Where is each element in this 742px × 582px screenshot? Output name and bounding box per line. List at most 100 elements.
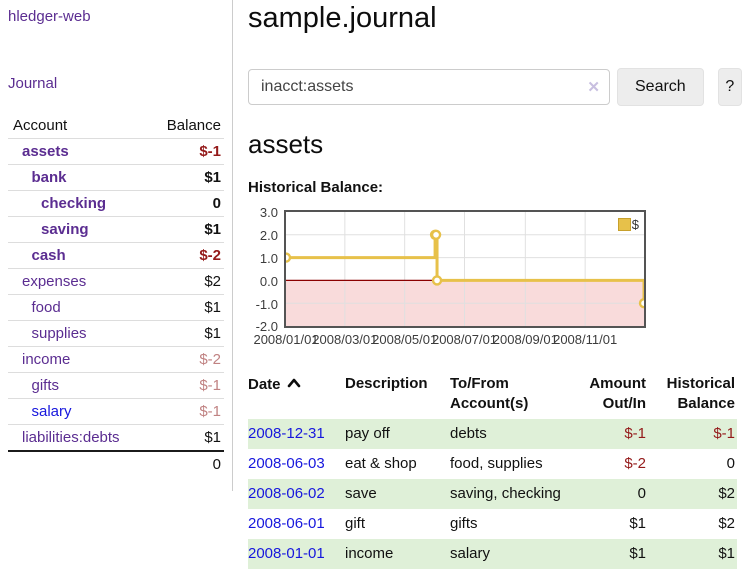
transaction-accounts: salary [450, 545, 491, 563]
y-tick-label: 0.0 [259, 273, 278, 289]
transaction-balance: 0 [726, 455, 735, 473]
account-balance: $1 [147, 216, 224, 243]
search-wrap: ✕ [248, 69, 610, 106]
register-tbody: 2008-12-31 pay off debts $-1 $-1 2008-06-03 ea… [248, 419, 737, 570]
account-link-food[interactable]: food [31, 299, 61, 316]
account-row: liabilities:debts $1 [8, 424, 224, 452]
x-tick-label: 2008/03/01 [312, 332, 378, 348]
chart-title: Historical Balance: [248, 179, 384, 197]
register-header-balance[interactable]: Historical Balance [666, 375, 735, 412]
account-balance: $-2 [147, 242, 224, 269]
register-header-amount[interactable]: Amount Out/In [589, 375, 646, 412]
account-link-checking[interactable]: checking [41, 195, 107, 212]
account-row: food $1 [8, 294, 224, 321]
transaction-accounts: saving, checking [450, 485, 561, 503]
chart-legend: $ [616, 216, 640, 234]
account-link-supplies[interactable]: supplies [31, 325, 87, 342]
chart-x-axis-labels: 2008/01/01 2008/03/01 2008/05/01 2008/07/01… [248, 332, 742, 348]
chevron-up-icon [287, 374, 301, 394]
x-tick-label: 2008/07/01 [431, 332, 498, 348]
account-balance: $2 [147, 268, 224, 295]
chart-y-axis-labels: 3.0 2.0 1.0 0.0 -1.0 -2.0 [248, 206, 278, 333]
chart-svg [286, 212, 644, 327]
chart-plot-area: $ [284, 210, 646, 329]
account-balance: $-2 [147, 346, 224, 373]
transaction-row: 2008-06-01 gift gifts $1 $2 [248, 509, 737, 539]
transaction-description: pay off [345, 425, 390, 443]
x-tick-label: 2008/11/01 [553, 332, 618, 348]
transaction-balance: $-1 [713, 425, 735, 443]
account-balance: $-1 [147, 372, 224, 399]
transaction-row: 2008-12-31 pay off debts $-1 $-1 [248, 419, 737, 450]
account-link-expenses[interactable]: expenses [22, 273, 87, 290]
account-row: supplies $1 [8, 320, 224, 347]
account-link-income[interactable]: income [22, 351, 71, 368]
accounts-header-row: Account Balance [8, 113, 224, 139]
account-balance: $-1 [147, 138, 224, 165]
account-link-saving[interactable]: saving [41, 221, 89, 238]
account-row: assets $-1 [8, 138, 224, 165]
y-tick-label: 1.0 [259, 250, 278, 266]
account-link-salary[interactable]: salary [31, 403, 72, 420]
accounts-header-account: Account [8, 113, 148, 139]
transaction-balance: $2 [718, 515, 735, 533]
register-header-description[interactable]: Description [345, 375, 428, 393]
x-tick-label: 2008/09/01 [492, 332, 558, 348]
account-balance: $1 [147, 424, 224, 452]
register-header-row: Date Description To/From Account(s) Amou… [248, 372, 737, 419]
transaction-description: save [345, 485, 377, 503]
hledger-web-link[interactable]: hledger-web [8, 8, 91, 25]
transaction-row: 2008-06-03 eat & shop food, supplies $-2 0 [248, 449, 737, 479]
main-content: sample.journal ✕ Search ? assets Histori… [233, 0, 742, 570]
transaction-accounts: food, supplies [450, 455, 543, 473]
account-link-bank[interactable]: bank [31, 169, 67, 186]
y-tick-label: 3.0 [259, 205, 278, 221]
accounts-total-value: 0 [147, 450, 224, 477]
transaction-date-link[interactable]: 2008-06-03 [248, 455, 325, 473]
transaction-accounts: gifts [450, 515, 478, 533]
y-tick-label: -2.0 [255, 319, 278, 335]
account-link-cash[interactable]: cash [31, 247, 66, 264]
sidebar: hledger-web Journal Account Balance asse… [0, 0, 233, 491]
transaction-date-link[interactable]: 2008-06-02 [248, 485, 325, 503]
account-link-gifts[interactable]: gifts [31, 377, 60, 394]
account-row: income $-2 [8, 346, 224, 373]
account-row: expenses $2 [8, 268, 224, 295]
page-title: sample.journal [248, 2, 437, 34]
account-row: checking 0 [8, 190, 224, 217]
transaction-accounts: debts [450, 425, 487, 443]
transaction-row: 2008-01-01 income salary $1 $1 [248, 539, 737, 570]
account-balance: $1 [147, 164, 224, 191]
search-button[interactable]: Search [617, 68, 704, 107]
y-tick-label: -1.0 [255, 296, 278, 312]
search-input[interactable] [248, 69, 610, 106]
clear-search-icon[interactable]: ✕ [587, 79, 600, 97]
journal-link[interactable]: Journal [8, 75, 58, 92]
account-link-assets[interactable]: assets [22, 143, 69, 160]
transaction-date-link[interactable]: 2008-01-01 [248, 545, 325, 563]
accounts-header-balance: Balance [147, 113, 224, 139]
transaction-balance: $1 [718, 545, 735, 563]
accounts-table: Account Balance assets $-1 bank $1 checking 0… [8, 113, 224, 477]
account-title: assets [248, 129, 324, 160]
account-balance: $-1 [147, 398, 224, 425]
transaction-date-link[interactable]: 2008-12-31 [248, 425, 325, 443]
account-row: bank $1 [8, 164, 224, 191]
transaction-date-link[interactable]: 2008-06-01 [248, 515, 325, 533]
account-row: gifts $-1 [8, 372, 224, 399]
register-header-accounts[interactable]: To/From Account(s) [450, 375, 529, 412]
account-balance: $1 [147, 294, 224, 321]
account-row: salary $-1 [8, 398, 224, 425]
app: hledger-web Journal Account Balance asse… [0, 0, 742, 570]
y-tick-label: 2.0 [259, 228, 278, 244]
account-link-liabilities-debts[interactable]: liabilities:debts [22, 429, 120, 446]
x-tick-label: 2008/05/01 [372, 332, 438, 348]
account-balance: $1 [147, 320, 224, 347]
transaction-amount: 0 [637, 485, 646, 503]
register-header-date[interactable]: Date [248, 372, 345, 419]
help-button[interactable]: ? [717, 68, 742, 107]
register-header-date-label: Date [248, 376, 281, 394]
register-table: Date Description To/From Account(s) Amou… [248, 372, 737, 570]
accounts-total-spacer [8, 450, 148, 477]
transaction-description: gift [345, 515, 366, 533]
